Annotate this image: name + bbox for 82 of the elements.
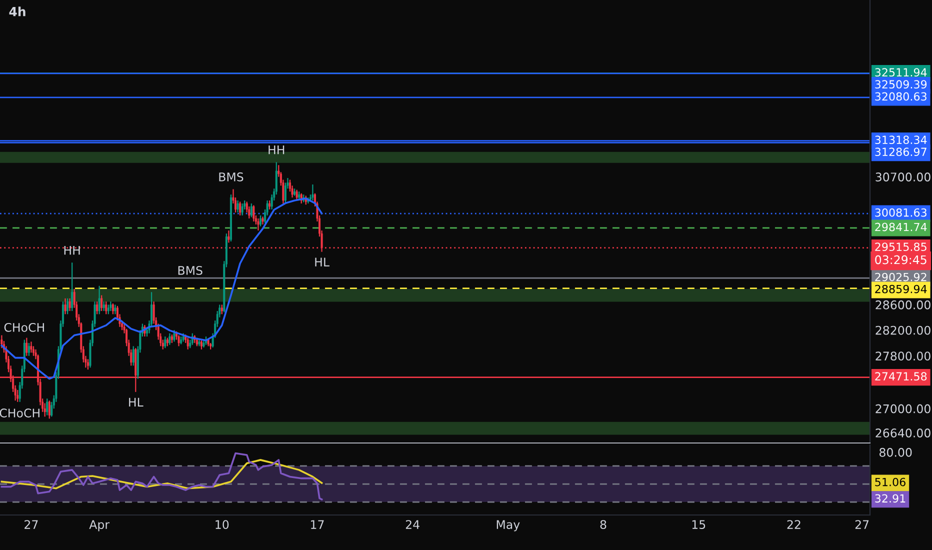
- candlestick: [312, 184, 314, 202]
- y-tick-label: 27000.00: [876, 404, 930, 414]
- candlestick: [248, 206, 250, 219]
- candlestick: [239, 201, 242, 216]
- candlestick: [114, 304, 116, 315]
- candlestick: [200, 340, 202, 350]
- text: 51.06: [875, 478, 906, 486]
- y-tick-label: 26640.00: [876, 428, 930, 438]
- ref-line-label: 29841.74: [875, 222, 927, 232]
- candlestick: [168, 332, 171, 346]
- ref-line-label: 32511.94: [875, 68, 927, 77]
- annotation: BMS: [178, 266, 202, 275]
- candlestick: [132, 346, 134, 366]
- x-tick-label: 15: [692, 520, 706, 529]
- candlestick: [66, 298, 69, 315]
- ref-line-label: 29025.92: [875, 272, 926, 282]
- ref-line-label: 27471.58: [875, 372, 927, 381]
- text: 80.00: [880, 448, 912, 457]
- candlestick: [0, 334, 3, 349]
- candlestick: [220, 304, 223, 315]
- candlestick: [68, 298, 71, 312]
- y-tick-label: 28200.00: [876, 326, 930, 335]
- annotation: HL: [129, 398, 144, 406]
- candlestick: [48, 400, 50, 420]
- x-tick-label: 8: [600, 520, 606, 529]
- ref-line-label: 28859.94: [875, 284, 927, 294]
- candlestick: [164, 336, 166, 349]
- x-tick-label: 17: [311, 520, 324, 529]
- ref-line-label: 31318.34: [875, 136, 927, 144]
- candlestick: [26, 337, 28, 356]
- candlestick: [257, 218, 260, 232]
- x-tick-label: 24: [406, 520, 420, 529]
- candlestick: [100, 294, 103, 312]
- candlestick: [28, 342, 30, 356]
- annotation: CHoCH: [0, 408, 40, 418]
- candlestick: [32, 346, 34, 356]
- x-tick-label: Apr: [89, 520, 110, 532]
- text: 03:29:45: [875, 255, 926, 264]
- annotation: HH: [64, 246, 80, 255]
- candlestick: [241, 202, 244, 216]
- chart-title: 4h: [9, 6, 26, 16]
- x-tick-label: 22: [787, 520, 800, 529]
- candlestick: [110, 300, 112, 312]
- ref-line-label: 30081.63: [875, 208, 926, 217]
- candlestick: [98, 285, 100, 315]
- ref-line-label: 29515.85: [875, 242, 926, 252]
- candlestick: [186, 337, 189, 350]
- x-tick-label: 27: [855, 520, 869, 529]
- candlestick: [96, 300, 98, 315]
- y-tick-label: 28600.00: [876, 300, 930, 310]
- candlestick: [250, 202, 252, 218]
- candlestick: [228, 230, 230, 244]
- candlestick: [102, 300, 105, 312]
- annotation: BMS: [219, 172, 244, 182]
- candlestick: [46, 398, 48, 416]
- candlestick: [107, 304, 110, 315]
- y-tick-label: 30700.00: [876, 172, 930, 182]
- candlestick: [236, 200, 239, 213]
- candlestick: [86, 358, 89, 370]
- candlestick: [44, 402, 46, 418]
- x-tick-label: May: [496, 520, 520, 532]
- text: 32.91: [875, 494, 906, 503]
- ref-line-label: 31286.97: [875, 148, 926, 156]
- candlestick: [284, 182, 286, 204]
- candlestick: [112, 302, 114, 315]
- candlestick: [259, 214, 262, 227]
- annotation: CHoCH: [4, 322, 44, 332]
- y-tick-label: 27800.00: [876, 352, 930, 361]
- ref-line-label: 32080.63: [875, 92, 926, 101]
- annotation: HH: [268, 146, 284, 154]
- candlestick: [296, 189, 298, 202]
- candlestick: [252, 204, 255, 222]
- ref-line-label: 32509.39: [875, 80, 927, 89]
- candlestick: [178, 334, 180, 347]
- annotation: HL: [315, 258, 330, 266]
- candlestick: [71, 262, 74, 312]
- x-tick-label: 27: [24, 520, 38, 529]
- x-tick-label: 10: [216, 520, 229, 529]
- candlestick: [105, 300, 108, 315]
- candlestick: [64, 298, 66, 315]
- candlestick: [16, 389, 19, 402]
- candlestick: [30, 341, 32, 354]
